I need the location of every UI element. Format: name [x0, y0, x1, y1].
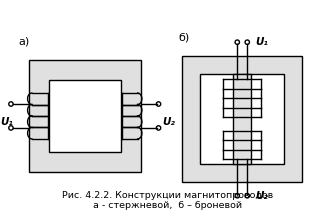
- Bar: [29, 60, 141, 172]
- Text: U₂: U₂: [162, 117, 175, 127]
- Bar: [200, 74, 284, 164]
- Text: а): а): [18, 36, 29, 46]
- Text: U₁: U₁: [255, 37, 268, 47]
- Bar: [49, 80, 121, 152]
- Text: б): б): [179, 32, 190, 42]
- Bar: [233, 74, 251, 164]
- Bar: [182, 56, 302, 182]
- Text: U₁: U₁: [1, 117, 13, 127]
- Text: а - стержневой,  б – броневой: а - стержневой, б – броневой: [93, 201, 242, 210]
- Text: Рис. 4.2.2. Конструкции магнитопроводов: Рис. 4.2.2. Конструкции магнитопроводов: [62, 191, 273, 200]
- Text: U₂: U₂: [255, 191, 268, 201]
